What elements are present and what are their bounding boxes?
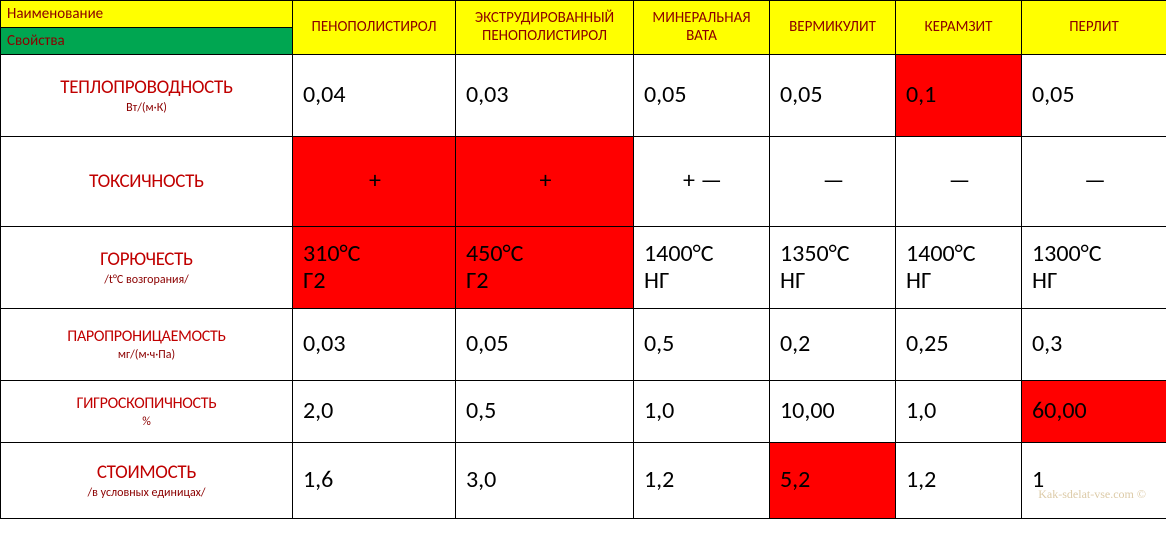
cell: — [770,137,896,227]
table-row: ГОРЮЧЕСТЬ/t°C возгорания/310°CГ2450°CГ21… [1,227,1166,309]
table-row: ТОКСИЧНОСТЬ+++ ———— [1,137,1166,227]
cell-value: 1400°C [906,241,1013,267]
cell: 0,03 [456,55,634,137]
table-row: ПАРОПРОНИЦАЕМОСТЬмг/(м·ч·Па)0,030,050,50… [1,309,1166,381]
cell-subvalue: НГ [780,268,887,294]
cell: 1,0 [634,381,770,443]
cell: 0,05 [456,309,634,381]
cell: 10,00 [770,381,896,443]
cell: 0,05 [634,55,770,137]
row-label: ТОКСИЧНОСТЬ [1,137,293,227]
cell-subvalue: Г2 [466,268,625,294]
cell: 1 [1022,443,1166,519]
cell-subvalue: Г2 [303,268,447,294]
cell: 0,04 [293,55,456,137]
row-label: ПАРОПРОНИЦАЕМОСТЬ мг/(м·ч·Па) [1,309,293,381]
cell-value: 1300°C [1032,241,1158,267]
cell: 1,0 [896,381,1022,443]
row-label-sub: Вт/(м·К) [9,101,284,115]
materials-comparison-table: Наименование ПЕНОПОЛИСТИРОЛ ЭКСТРУДИРОВА… [0,0,1166,519]
cell-value: 450°C [466,241,625,267]
row-label-sub: мг/(м·ч·Па) [9,348,284,362]
row-label-main: ГИГРОСКОПИЧНОСТЬ [9,394,284,413]
row-label-sub: /в условных единицах/ [9,486,284,500]
col-hdr-4: КЕРАМЗИТ [896,1,1022,55]
cell: 2,0 [293,381,456,443]
row-label-main: СТОИМОСТЬ [9,461,284,484]
cell: 0,5 [634,309,770,381]
cell: 1400°CНГ [896,227,1022,309]
cell: 0,1 [896,55,1022,137]
cell: + — [634,137,770,227]
col-hdr-2: МИНЕРАЛЬНАЯ ВАТА [634,1,770,55]
cell-subvalue: НГ [906,268,1013,294]
cell-subvalue: НГ [644,268,761,294]
cell: 1350°CНГ [770,227,896,309]
cell: 0,05 [770,55,896,137]
row-label: ГИГРОСКОПИЧНОСТЬ% [1,381,293,443]
col-hdr-3: ВЕРМИКУЛИТ [770,1,896,55]
cell: 0,3 [1022,309,1166,381]
cell: 1300°CНГ [1022,227,1166,309]
cell: 1,2 [896,443,1022,519]
row-label-main: ПАРОПРОНИЦАЕМОСТЬ [9,327,284,346]
table-row: ГИГРОСКОПИЧНОСТЬ%2,00,51,010,001,060,00 [1,381,1166,443]
table-head: Наименование ПЕНОПОЛИСТИРОЛ ЭКСТРУДИРОВА… [1,1,1166,55]
cell: — [1022,137,1166,227]
row-label: СТОИМОСТЬ/в условных единицах/ [1,443,293,519]
row-label-sub: % [9,415,284,429]
col-hdr-5: ПЕРЛИТ [1022,1,1166,55]
row-label-main: ТЕПЛОПРОВОДНОСТЬ [9,76,284,99]
cell-value: 1350°C [780,241,887,267]
cell: 310°CГ2 [293,227,456,309]
cell: 0,25 [896,309,1022,381]
cell: + [293,137,456,227]
table-row: СТОИМОСТЬ/в условных единицах/1,63,01,25… [1,443,1166,519]
row-label: ТЕПЛОПРОВОДНОСТЬ Вт/(м·К) [1,55,293,137]
cell: 1400°CНГ [634,227,770,309]
cell-value: 1400°C [644,241,761,267]
cell: 0,05 [1022,55,1166,137]
cell-subvalue: НГ [1032,268,1158,294]
cell: 1,6 [293,443,456,519]
cell: 3,0 [456,443,634,519]
cell: 450°CГ2 [456,227,634,309]
row-label-main: ГОРЮЧЕСТЬ [9,248,284,271]
table-body: ТЕПЛОПРОВОДНОСТЬВт/(м·К)0,040,030,050,05… [1,55,1166,519]
table-row: ТЕПЛОПРОВОДНОСТЬВт/(м·К)0,040,030,050,05… [1,55,1166,137]
row-label-sub: /t°C возгорания/ [9,273,284,287]
cell: 60,00 [1022,381,1166,443]
cell: 0,2 [770,309,896,381]
cell: 0,03 [293,309,456,381]
row-label-main: ТОКСИЧНОСТЬ [9,170,284,193]
header-row-top: Наименование ПЕНОПОЛИСТИРОЛ ЭКСТРУДИРОВА… [1,1,1166,28]
cell: 0,5 [456,381,634,443]
corner-bottom: Свойства [1,28,293,55]
cell: 1,2 [634,443,770,519]
cell-value: 310°C [303,241,447,267]
cell: 5,2 [770,443,896,519]
row-label: ГОРЮЧЕСТЬ/t°C возгорания/ [1,227,293,309]
corner-top: Наименование [1,1,293,28]
col-hdr-1: ЭКСТРУДИРОВАННЫЙ ПЕНОПОЛИСТИРОЛ [456,1,634,55]
cell: + [456,137,634,227]
cell: — [896,137,1022,227]
col-hdr-0: ПЕНОПОЛИСТИРОЛ [293,1,456,55]
